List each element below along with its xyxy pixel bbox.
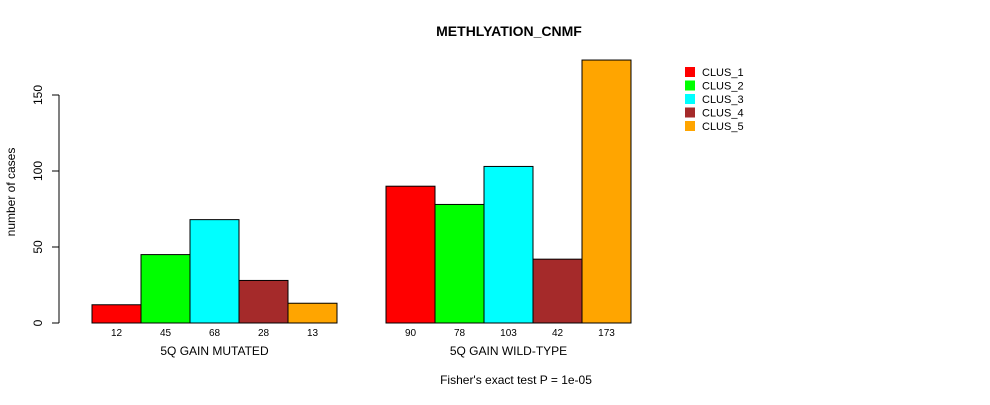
- bar-value-label: 173: [598, 328, 615, 339]
- legend-label: CLUS_1: [702, 67, 744, 79]
- bar-clus-5: [287, 302, 338, 324]
- category-label: 5Q GAIN MUTATED: [160, 344, 269, 358]
- bar-clus-3: [189, 219, 240, 324]
- category-label: 5Q GAIN WILD-TYPE: [450, 344, 567, 358]
- bar-clus-4: [532, 258, 583, 324]
- bar-value-label: 68: [209, 328, 221, 339]
- bar-clus-3: [483, 165, 534, 324]
- bars: 12 45 68 28 13 5Q GAIN MUTATED 90 78 103 42 173 5Q …: [91, 59, 632, 358]
- bar-value-label: 78: [454, 328, 466, 339]
- legend-label: CLUS_3: [702, 94, 744, 106]
- legend-swatch: [685, 121, 695, 131]
- legend-label: CLUS_5: [702, 121, 744, 133]
- bar-value-label: 90: [405, 328, 417, 339]
- bar-clus-2: [140, 254, 191, 324]
- bar-clus-1: [385, 185, 436, 324]
- bar-value-label: 28: [258, 328, 270, 339]
- bar-clus-5: [581, 59, 632, 324]
- legend-swatch: [685, 107, 695, 118]
- legend-swatch: [685, 94, 695, 104]
- legend-label: CLUS_4: [702, 108, 744, 120]
- bar-value-label: 42: [552, 328, 564, 339]
- legend-swatch: [685, 67, 695, 77]
- bar-clus-4: [238, 279, 289, 324]
- bar-clus-1: [91, 304, 142, 324]
- y-tick-label: 50: [31, 240, 45, 254]
- chart-title: METHLYATION_CNMF: [436, 23, 582, 39]
- bar-value-label: 45: [160, 328, 172, 339]
- footnote: Fisher's exact test P = 1e-05: [440, 373, 592, 387]
- legend-label: CLUS_2: [702, 81, 744, 93]
- y-tick-label: 0: [31, 319, 45, 326]
- legend-swatch: [685, 80, 695, 91]
- y-tick-label: 100: [31, 161, 45, 181]
- y-tick-label: 150: [31, 85, 45, 105]
- bar-value-label: 103: [500, 328, 517, 339]
- bar-value-label: 13: [307, 328, 319, 339]
- y-axis-label: number of cases: [4, 148, 18, 237]
- bar-clus-2: [434, 203, 485, 324]
- bar-value-label: 12: [111, 328, 123, 339]
- y-axis: 0 50 100 150: [31, 85, 60, 326]
